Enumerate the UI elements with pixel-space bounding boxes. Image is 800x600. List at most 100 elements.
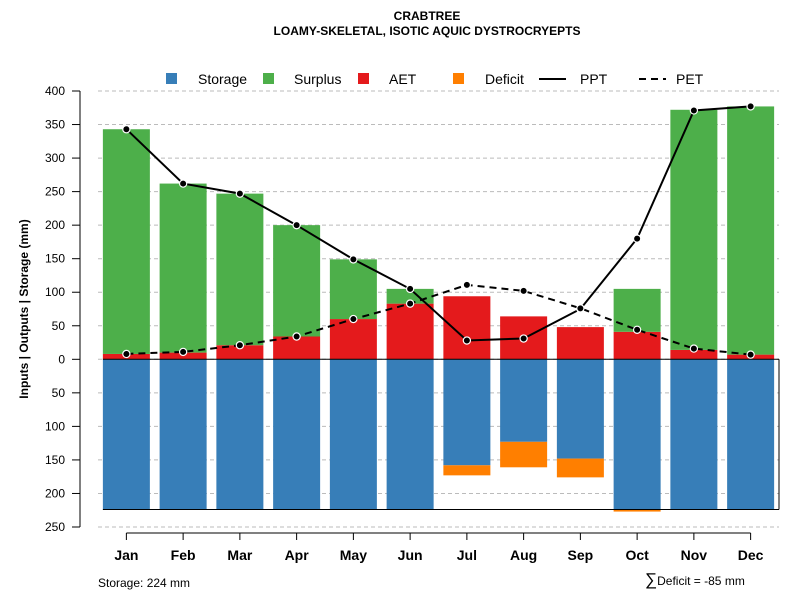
aet-bar: [556, 327, 604, 360]
y-tick-label: 150: [45, 453, 65, 467]
storage-note: Storage: 224 mm: [98, 576, 191, 590]
y-tick-label: 100: [45, 419, 65, 433]
deficit-note: ∑Deficit = -85 mm: [645, 570, 745, 590]
y-tick-label: 50: [52, 386, 66, 400]
ppt-point: [122, 125, 131, 134]
surplus-bar: [727, 106, 775, 355]
aet-bar: [613, 331, 661, 360]
legend-swatch-surplus: [263, 73, 274, 84]
surplus-bar: [102, 129, 150, 354]
storage-bar: [500, 359, 548, 442]
legend-swatch-aet: [358, 73, 369, 84]
x-tick-label: Jul: [457, 547, 477, 563]
legend-label-pet: PET: [676, 71, 704, 87]
x-tick-label: Mar: [227, 547, 252, 563]
pet-point: [349, 314, 358, 324]
x-tick-label: Feb: [171, 547, 196, 563]
legend: Storage Surplus AET Deficit PPT PET: [166, 71, 704, 87]
y-tick-label: 100: [45, 285, 65, 299]
bars: [102, 106, 780, 512]
pet-point: [235, 341, 245, 350]
legend-label-deficit: Deficit: [485, 71, 524, 87]
y-tick-label: 300: [45, 151, 65, 165]
y-tick-label: 0: [58, 352, 65, 366]
x-tick-label: Aug: [510, 547, 537, 563]
y-tick-label: 50: [52, 319, 66, 333]
ppt-point: [632, 234, 642, 243]
storage-bar: [556, 359, 604, 459]
chart-title: CRABTREE: [394, 9, 461, 23]
y-tick-label: 200: [45, 486, 65, 500]
pet-point: [632, 325, 642, 334]
ppt-point: [519, 334, 528, 343]
deficit-bar: [500, 441, 548, 468]
y-tick-label: 350: [45, 118, 65, 132]
x-tick-label: Sep: [568, 547, 594, 563]
pet-point: [405, 299, 415, 308]
legend-swatch-deficit: [453, 73, 464, 84]
axes: 400 350 300 250 200 150 100 50 0 50 100 150 200 250 Ja…: [45, 84, 764, 563]
storage-bar: [443, 359, 491, 466]
sum-symbol: ∑: [645, 570, 658, 589]
pet-point: [462, 280, 472, 290]
surplus-bar: [159, 183, 207, 353]
aet-bar: [329, 319, 377, 360]
deficit-value: Deficit = -85 mm: [657, 574, 745, 588]
y-tick-label: 250: [45, 520, 65, 534]
legend-label-storage: Storage: [198, 71, 247, 87]
deficit-bar: [556, 458, 604, 478]
storage-bar: [159, 359, 207, 510]
storage-bar: [727, 359, 775, 510]
storage-bar: [670, 359, 718, 510]
x-tick-label: Dec: [738, 547, 764, 563]
x-tick-label: Jun: [398, 547, 423, 563]
surplus-bar: [670, 109, 718, 350]
ppt-point: [746, 102, 755, 111]
y-axis-label: Inputs | Outputs | Storage (mm): [17, 219, 31, 398]
deficit-bar: [613, 509, 661, 512]
y-tick-label: 250: [45, 185, 65, 199]
y-tick-label: 200: [45, 218, 65, 232]
x-tick-label: Nov: [681, 547, 708, 563]
surplus-bar: [329, 259, 377, 320]
pet-point: [178, 347, 188, 357]
deficit-bar: [443, 465, 491, 476]
legend-swatch-storage: [166, 73, 177, 84]
chart-subtitle: LOAMY-SKELETAL, ISOTIC AQUIC DYSTROCRYEP…: [274, 24, 581, 38]
aet-bar: [443, 296, 491, 360]
ppt-point: [405, 284, 415, 294]
ppt-point: [178, 179, 188, 188]
y-tick-label: 150: [45, 252, 65, 266]
storage-bar: [216, 359, 264, 510]
ppt-point: [462, 336, 472, 345]
pet-point: [746, 350, 755, 359]
y-tick-label: 400: [45, 84, 65, 98]
storage-bar: [386, 359, 434, 510]
series-lines: [122, 102, 755, 359]
surplus-bar: [216, 193, 264, 346]
storage-bar: [273, 359, 321, 510]
ppt-point: [689, 106, 699, 115]
pet-point: [292, 332, 301, 341]
storage-bar: [613, 359, 661, 510]
x-tick-label: Oct: [625, 547, 649, 563]
legend-label-ppt: PPT: [580, 71, 608, 87]
aet-bar: [273, 336, 321, 360]
surplus-bar: [273, 225, 321, 337]
storage-bar: [329, 359, 377, 510]
legend-label-surplus: Surplus: [294, 71, 341, 87]
pet-point: [689, 344, 699, 353]
aet-bar: [670, 349, 718, 360]
pet-point: [122, 349, 131, 359]
ppt-point: [349, 255, 358, 264]
ppt-point: [235, 189, 245, 198]
pet-point: [576, 304, 585, 313]
surplus-bar: [613, 288, 661, 332]
pet-point: [519, 286, 528, 296]
ppt-point: [292, 220, 301, 230]
ppt-line: [125, 105, 751, 342]
x-tick-label: May: [340, 547, 367, 563]
aet-bar: [386, 303, 434, 360]
x-tick-label: Apr: [285, 547, 310, 563]
